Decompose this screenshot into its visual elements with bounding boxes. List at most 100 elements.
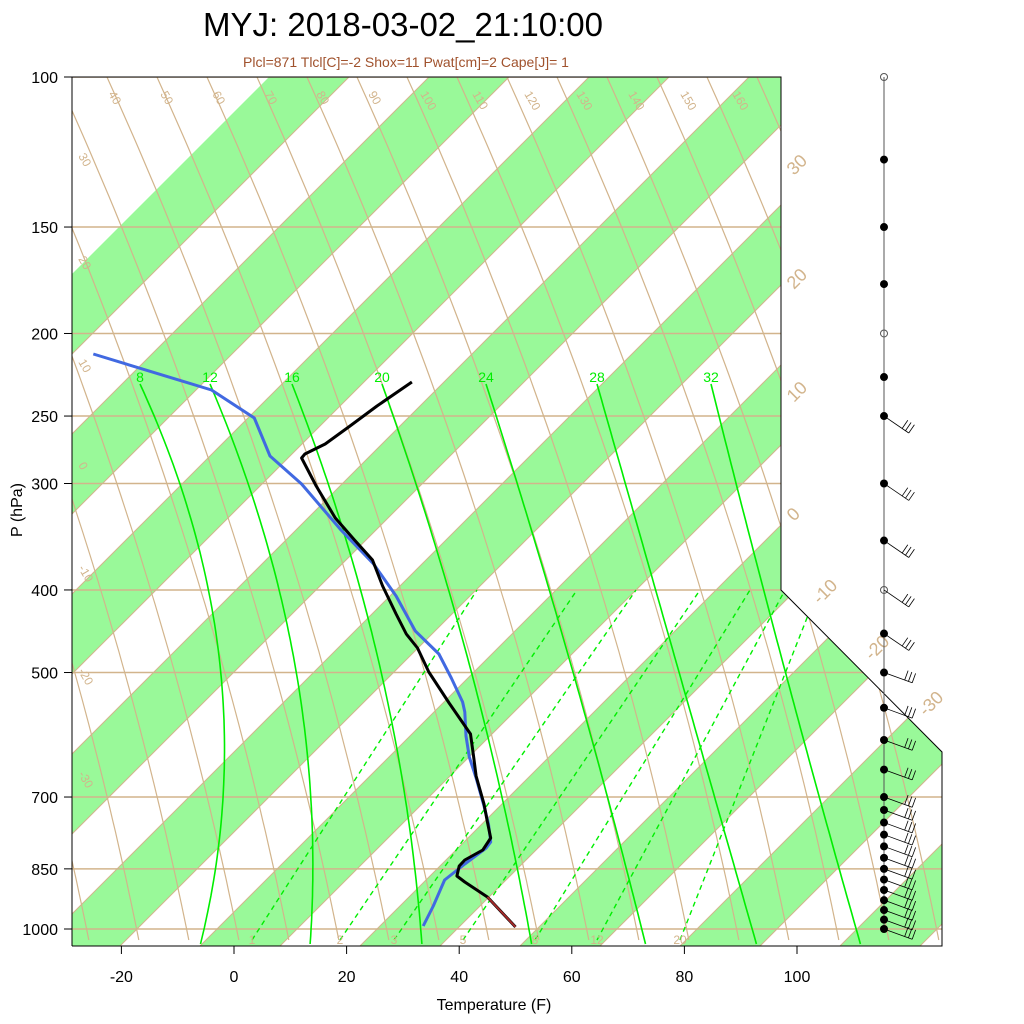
x-tick-label: 0	[230, 969, 239, 986]
mixing-ratio-line	[462, 589, 701, 941]
wind-barb-feather	[911, 929, 916, 940]
wind-barb-shaft	[883, 769, 913, 781]
wind-barb-feather	[904, 820, 909, 831]
dry-adiabat-label: 80	[313, 89, 332, 108]
wind-barb-feather	[911, 910, 916, 921]
y-tick-label: 500	[31, 666, 58, 683]
wind-barb-shaft	[883, 707, 913, 719]
wind-barb-feather	[904, 705, 909, 716]
isotherm-label: 0	[783, 504, 804, 525]
wind-barb-shaft	[883, 868, 913, 880]
wind-barb-shaft	[883, 809, 913, 821]
wind-barb-feather	[905, 546, 912, 556]
dry-adiabat-label: 10	[75, 357, 94, 376]
wind-barb-feather	[908, 928, 913, 939]
wind-barb-feather	[911, 740, 916, 751]
wind-barb-feather	[904, 767, 909, 778]
wind-barb-shaft	[883, 889, 913, 901]
saturation-adiabat	[209, 383, 314, 945]
wind-barb-feather	[904, 927, 909, 937]
wind-barb-shaft	[883, 846, 913, 858]
mixing-ratio-label: 8	[532, 933, 539, 947]
saturation-adiabat	[291, 383, 423, 945]
saturation-adiabat-label: 12	[202, 369, 218, 385]
saturation-adiabat-label: 24	[478, 369, 494, 385]
wind-barb-shaft	[883, 540, 909, 558]
wind-barb-shaft	[883, 857, 913, 869]
saturation-adiabat	[596, 383, 758, 945]
wind-barb-shaft	[883, 822, 913, 834]
wind-barb-feather	[904, 737, 909, 748]
x-tick-label: 20	[338, 969, 356, 986]
mixing-ratio-label: 12	[590, 933, 604, 947]
dry-adiabat-label: 30	[75, 151, 94, 170]
dry-adiabat	[72, 77, 140, 941]
wind-barb-feather	[904, 795, 909, 805]
wind-barb-feather	[905, 639, 912, 649]
wind-barb-feather	[904, 866, 909, 877]
dry-adiabat	[189, 77, 490, 941]
wind-barb-feather	[911, 869, 916, 880]
isotherm-band	[72, 77, 540, 946]
isotherm-band	[72, 77, 380, 946]
x-tick-label: 40	[450, 969, 468, 986]
wind-barb-dot	[880, 73, 888, 81]
wind-barb-feather	[911, 847, 916, 857]
wind-barb-dot	[880, 329, 888, 338]
wind-barb-shaft	[883, 879, 913, 891]
wind-barb-feather	[901, 637, 909, 647]
wind-barb-feather	[908, 834, 913, 844]
dry-adiabat	[289, 77, 590, 941]
saturation-adiabat	[139, 383, 226, 945]
dry-adiabat	[939, 77, 942, 941]
isotherm-line	[679, 77, 942, 946]
dry-adiabat-label: 90	[365, 89, 384, 108]
wind-barb-feather	[908, 641, 915, 651]
isotherm-band	[1000, 46, 1024, 946]
mixing-ratio-line	[393, 589, 637, 941]
wind-barb-feather	[911, 920, 916, 931]
wind-barb-shaft	[883, 633, 909, 651]
wind-barb-feather	[904, 855, 909, 866]
dry-adiabat	[539, 77, 840, 941]
saturation-adiabat	[485, 383, 647, 945]
wind-barb-feather	[911, 900, 916, 911]
y-tick-label: 850	[31, 862, 58, 879]
mixing-ratio-label: 5	[460, 933, 467, 947]
mixing-ratio-line	[339, 589, 578, 941]
wind-barb-dot	[880, 373, 888, 382]
dry-adiabat	[990, 40, 1024, 940]
wind-barb-feather	[911, 835, 916, 846]
isotherm-line	[1000, 46, 1024, 946]
chart-title: MYJ: 2018-03-02_21:10:00	[203, 6, 603, 43]
isotherm-line	[759, 77, 942, 946]
x-tick-label: 80	[676, 969, 694, 986]
dry-adiabat	[489, 77, 790, 941]
x-axis-title: Temperature (F)	[437, 997, 552, 1014]
mixing-ratio-label: 3	[391, 933, 398, 947]
wind-barb-feather	[911, 858, 916, 869]
wind-barb-feather	[908, 878, 913, 889]
temperature-line	[300, 380, 517, 929]
isotherm-label: -10	[809, 575, 842, 608]
dry-adiabat-label: 70	[261, 89, 280, 108]
parcel-line	[486, 896, 517, 928]
wind-barb-feather	[911, 797, 916, 808]
x-tick-label: 100	[784, 969, 811, 986]
wind-barb-feather	[908, 598, 915, 608]
dry-adiabat	[72, 77, 290, 941]
dry-adiabat	[439, 77, 740, 941]
isotherm-line	[72, 77, 861, 946]
saturation-adiabat	[710, 383, 862, 945]
isotherm-line	[72, 77, 461, 946]
wind-barb-feather	[911, 890, 916, 901]
wind-barb-feather	[904, 917, 909, 928]
wind-barb-feather	[908, 424, 915, 434]
mixing-ratio-label: 2	[337, 933, 344, 947]
isotherm-line	[199, 77, 942, 946]
isotherm-line	[72, 77, 621, 946]
mixing-ratio-line	[251, 589, 478, 941]
isotherm-line	[599, 77, 942, 946]
dry-adiabat	[72, 77, 240, 941]
isotherm-line	[72, 77, 541, 946]
